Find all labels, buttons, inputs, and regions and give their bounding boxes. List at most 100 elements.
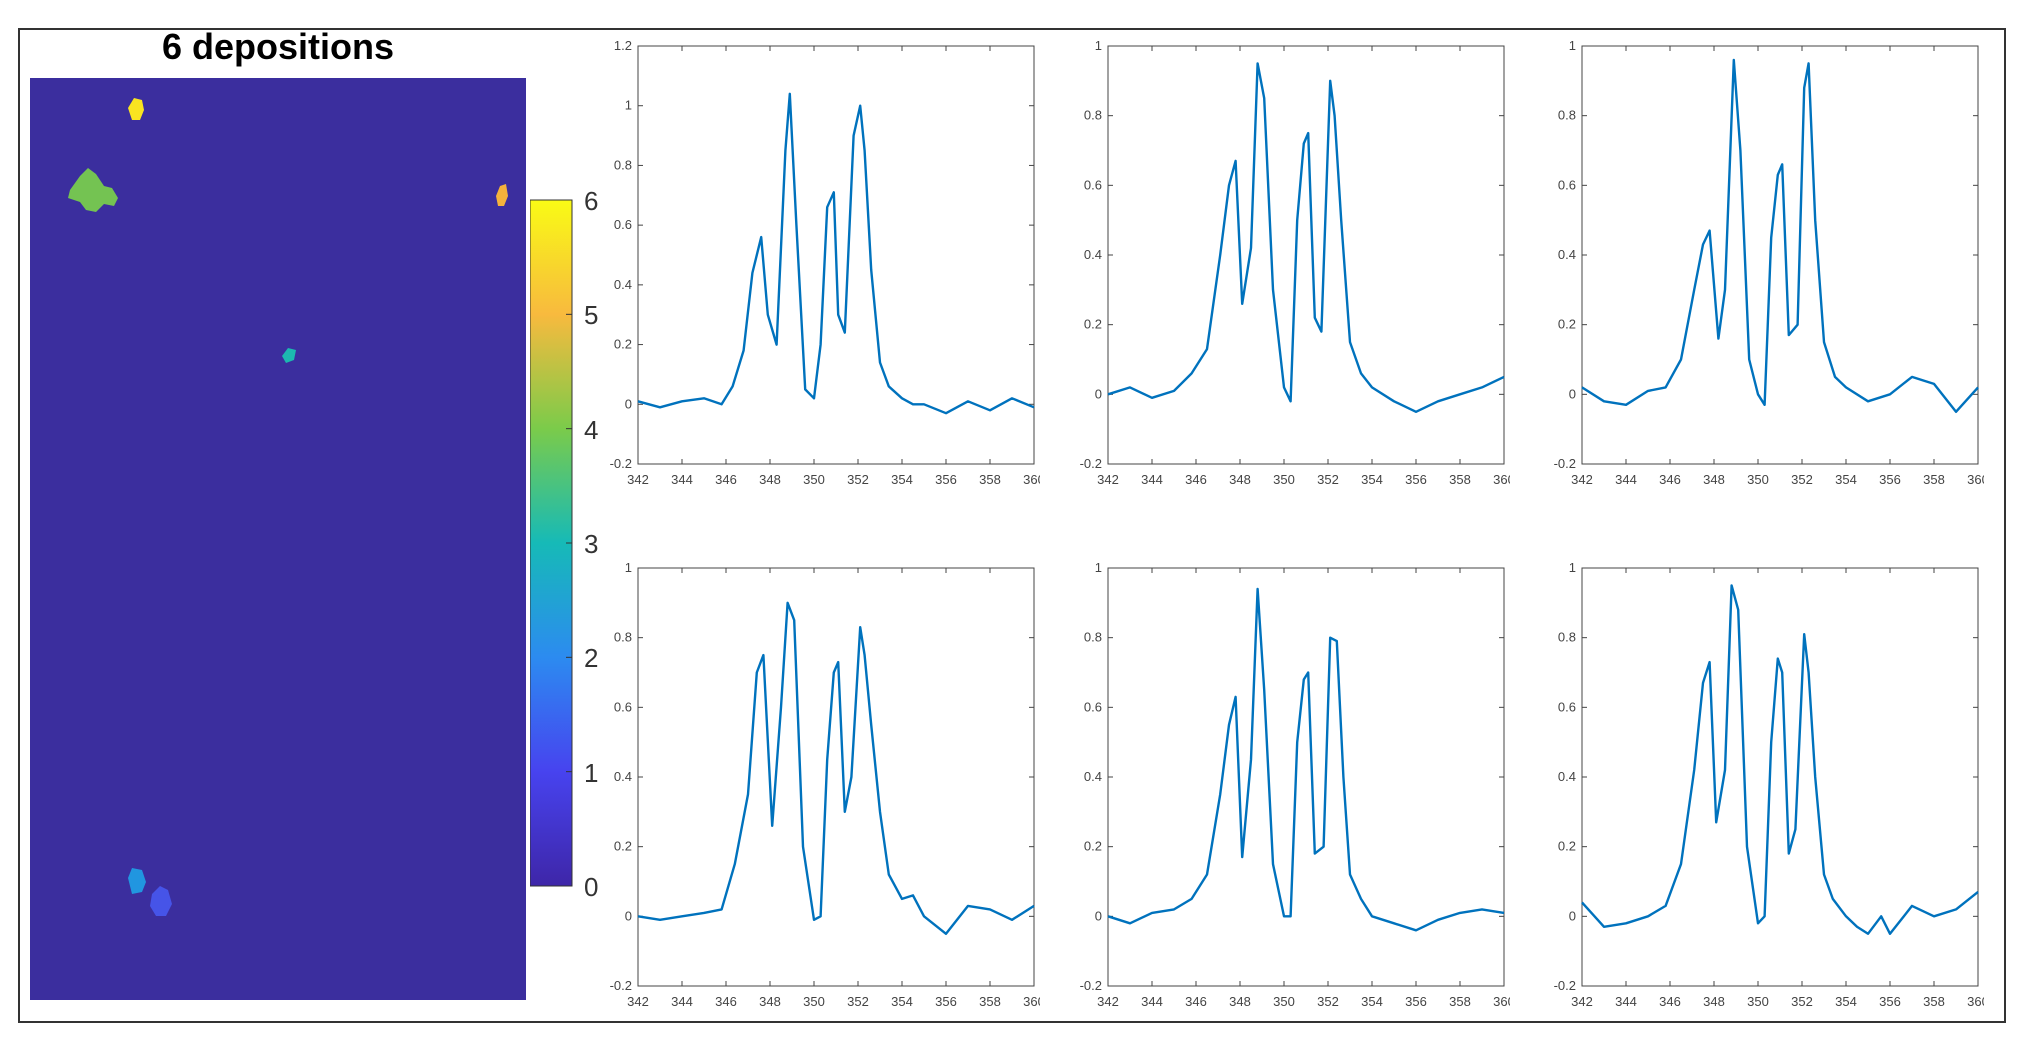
x-tick-label: 344 (1141, 472, 1163, 487)
spectrum-line (1107, 587, 1505, 932)
plot-axes-box (637, 567, 1035, 987)
x-tick-label: 346 (1659, 472, 1681, 487)
colorbar-tick-label: 1 (584, 757, 599, 788)
x-tick-label: 352 (847, 994, 869, 1009)
y-tick-label: 0 (1569, 386, 1576, 401)
y-tick-label: 0.8 (1084, 108, 1102, 123)
y-tick-label: 1 (1095, 38, 1102, 53)
y-tick-label: 0 (1569, 908, 1576, 923)
y-tick-label: 0.8 (1558, 630, 1576, 645)
y-tick-label: 0 (625, 908, 632, 923)
x-tick-label: 358 (1449, 472, 1471, 487)
spectrum-line (637, 92, 1035, 415)
spectrum-plot-1: 342 344 346 348 350 352 354 356 358 360 -0.2 0 0.2 0.… (610, 38, 1040, 487)
spectrum-line (1107, 62, 1505, 413)
spectrum-plot-5: 342 344 346 348 350 352 354 356 358 360 -0.2 0 0.2 0.… (1080, 560, 1510, 1009)
spectrum-line (1581, 58, 1979, 413)
y-tick-label: 0.4 (1558, 247, 1576, 262)
x-tick-label: 360 (1493, 994, 1510, 1009)
x-tick-label: 354 (1361, 994, 1383, 1009)
x-tick-label: 342 (1571, 472, 1593, 487)
y-tick-label: 0.2 (1084, 839, 1102, 854)
y-tick-label: 0.6 (1084, 699, 1102, 714)
x-tick-label: 348 (759, 472, 781, 487)
y-tick-label: 0.8 (1084, 630, 1102, 645)
y-tick-label: 0.6 (1558, 177, 1576, 192)
spectrum-plot-4: 342 344 346 348 350 352 354 356 358 360 -0.2 0 0.2 0.… (610, 560, 1040, 1009)
y-tick-label: 0.2 (1558, 317, 1576, 332)
x-tick-label: 356 (935, 994, 957, 1009)
y-tick-label: 1.2 (614, 38, 632, 53)
spectrum-plot-3: 342 344 346 348 350 352 354 356 358 360 -0.2 0 0.2 0.… (1554, 38, 1984, 487)
x-tick-label: 354 (1835, 994, 1857, 1009)
y-tick-label: -0.2 (610, 456, 632, 471)
x-tick-label: 344 (1141, 994, 1163, 1009)
y-tick-label: 0.6 (614, 699, 632, 714)
plot-axes-box (1581, 567, 1979, 987)
y-tick-label: 0.2 (1084, 317, 1102, 332)
x-tick-label: 354 (1835, 472, 1857, 487)
x-tick-label: 348 (1703, 994, 1725, 1009)
x-tick-label: 350 (1747, 994, 1769, 1009)
x-tick-label: 342 (627, 472, 649, 487)
x-tick-label: 348 (759, 994, 781, 1009)
spectrum-plot-6: 342 344 346 348 350 352 354 356 358 360 -0.2 0 0.2 0.… (1554, 560, 1984, 1009)
blob-label-4 (68, 168, 118, 212)
x-tick-label: 348 (1229, 994, 1251, 1009)
x-tick-label: 342 (1571, 994, 1593, 1009)
x-tick-label: 350 (803, 994, 825, 1009)
plot-axes-box (1107, 45, 1505, 465)
y-tick-label: 0.4 (614, 277, 632, 292)
x-tick-label: 348 (1703, 472, 1725, 487)
x-tick-label: 352 (1317, 472, 1339, 487)
y-tick-label: 0.8 (1558, 108, 1576, 123)
x-tick-label: 356 (1879, 472, 1901, 487)
x-tick-label: 344 (1615, 994, 1637, 1009)
x-tick-label: 346 (1185, 994, 1207, 1009)
y-tick-label: 1 (1569, 560, 1576, 575)
blob-label-6 (128, 98, 144, 120)
y-tick-label: 1 (625, 98, 632, 113)
y-tick-label: 0 (625, 396, 632, 411)
plot-axes-box (1107, 567, 1505, 987)
colorbar-gradient (530, 199, 573, 887)
x-tick-label: 342 (627, 994, 649, 1009)
x-tick-label: 360 (1967, 472, 1984, 487)
y-tick-label: 1 (1569, 38, 1576, 53)
y-tick-label: 0.2 (1558, 839, 1576, 854)
x-tick-label: 358 (1923, 994, 1945, 1009)
x-tick-label: 346 (1185, 472, 1207, 487)
map-title: 6 depositions (161, 26, 395, 67)
plot-axes-box (1581, 45, 1979, 465)
x-tick-label: 354 (1361, 472, 1383, 487)
x-tick-label: 360 (1023, 994, 1040, 1009)
y-tick-label: 0.6 (1084, 177, 1102, 192)
colorbar-tick-label: 2 (584, 643, 599, 674)
y-tick-label: 0.2 (614, 337, 632, 352)
y-tick-label: 0.4 (614, 769, 632, 784)
x-tick-label: 356 (1879, 994, 1901, 1009)
x-tick-label: 358 (1449, 994, 1471, 1009)
figure-frame (18, 28, 2006, 1023)
x-tick-label: 352 (1791, 472, 1813, 487)
blob-label-1 (150, 886, 172, 916)
colorbar-tick-label: 0 (584, 872, 599, 902)
y-tick-label: 0.4 (1558, 769, 1576, 784)
x-tick-label: 352 (1317, 994, 1339, 1009)
y-tick-label: 0.6 (614, 217, 632, 232)
x-tick-label: 356 (935, 472, 957, 487)
y-tick-label: 1 (625, 560, 632, 575)
y-tick-label: -0.2 (1080, 978, 1102, 993)
x-tick-label: 350 (1273, 472, 1295, 487)
x-tick-label: 358 (979, 472, 1001, 487)
x-tick-label: 350 (1747, 472, 1769, 487)
x-tick-label: 350 (1273, 994, 1295, 1009)
x-tick-label: 342 (1097, 472, 1119, 487)
colorbar-tick-label: 3 (584, 529, 599, 559)
y-tick-label: -0.2 (1554, 978, 1576, 993)
y-tick-label: 0.4 (1084, 247, 1102, 262)
y-tick-label: -0.2 (610, 978, 632, 993)
x-tick-label: 356 (1405, 994, 1427, 1009)
x-tick-label: 342 (1097, 994, 1119, 1009)
x-tick-label: 360 (1493, 472, 1510, 487)
